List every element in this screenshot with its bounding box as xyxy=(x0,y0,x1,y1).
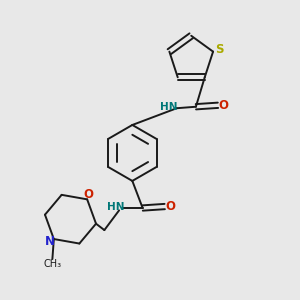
Text: O: O xyxy=(165,200,175,213)
Text: O: O xyxy=(218,99,228,112)
Text: O: O xyxy=(84,188,94,200)
Text: N: N xyxy=(44,235,54,248)
Text: CH₃: CH₃ xyxy=(43,260,62,269)
Text: S: S xyxy=(215,43,224,56)
Text: HN: HN xyxy=(106,202,124,212)
Text: HN: HN xyxy=(160,102,177,112)
